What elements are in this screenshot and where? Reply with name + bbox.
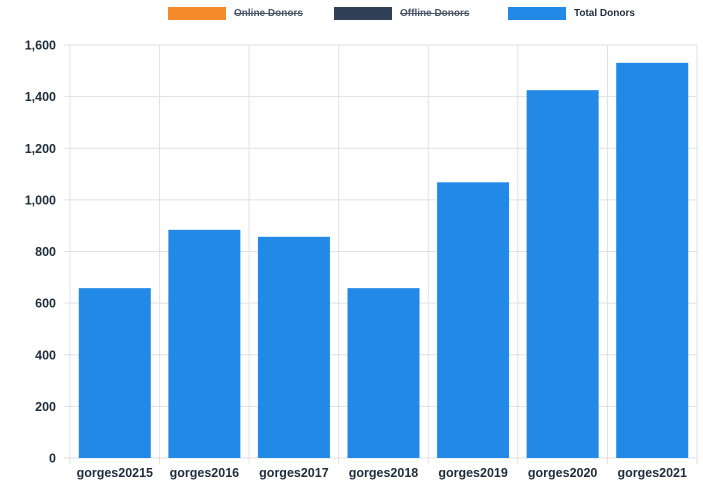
legend-label-total-donors: Total Donors bbox=[574, 7, 635, 19]
y-tick-label: 1,200 bbox=[25, 142, 56, 156]
y-tick-label: 1,000 bbox=[25, 193, 56, 207]
legend-swatch-offline-donors bbox=[334, 6, 392, 20]
bar bbox=[347, 288, 420, 458]
bar bbox=[616, 62, 689, 459]
bar bbox=[168, 229, 241, 458]
y-tick-label: 1,400 bbox=[25, 90, 56, 104]
x-tick-label: gorges2019 bbox=[438, 466, 508, 480]
x-tick-label: gorges2018 bbox=[349, 466, 419, 480]
legend-item-online-donors[interactable]: Online Donors bbox=[168, 5, 303, 21]
legend-item-total-donors[interactable]: Total Donors bbox=[508, 5, 635, 21]
y-tick-label: 0 bbox=[49, 452, 56, 466]
x-tick-label: gorges20215 bbox=[77, 466, 153, 480]
legend-label-offline-donors: Offline Donors bbox=[400, 7, 470, 19]
y-tick-label: 1,600 bbox=[25, 39, 56, 53]
legend-swatch-online-donors bbox=[168, 6, 226, 20]
y-tick-label: 400 bbox=[35, 348, 56, 362]
bar bbox=[78, 288, 151, 458]
bar bbox=[257, 236, 330, 458]
y-tick-label: 600 bbox=[35, 297, 56, 311]
x-tick-label: gorges2017 bbox=[259, 466, 329, 480]
bar bbox=[437, 182, 510, 458]
legend-item-offline-donors[interactable]: Offline Donors bbox=[334, 5, 469, 21]
chart-legend: Online Donors Offline Donors Total Donor… bbox=[0, 5, 703, 21]
bar bbox=[526, 90, 599, 458]
x-tick-label: gorges2021 bbox=[617, 466, 687, 480]
y-tick-label: 800 bbox=[35, 245, 56, 259]
y-tick-label: 200 bbox=[35, 400, 56, 414]
x-tick-label: gorges2016 bbox=[170, 466, 240, 480]
legend-swatch-total-donors bbox=[508, 6, 566, 20]
x-tick-label: gorges2020 bbox=[528, 466, 598, 480]
legend-label-online-donors: Online Donors bbox=[234, 7, 303, 19]
